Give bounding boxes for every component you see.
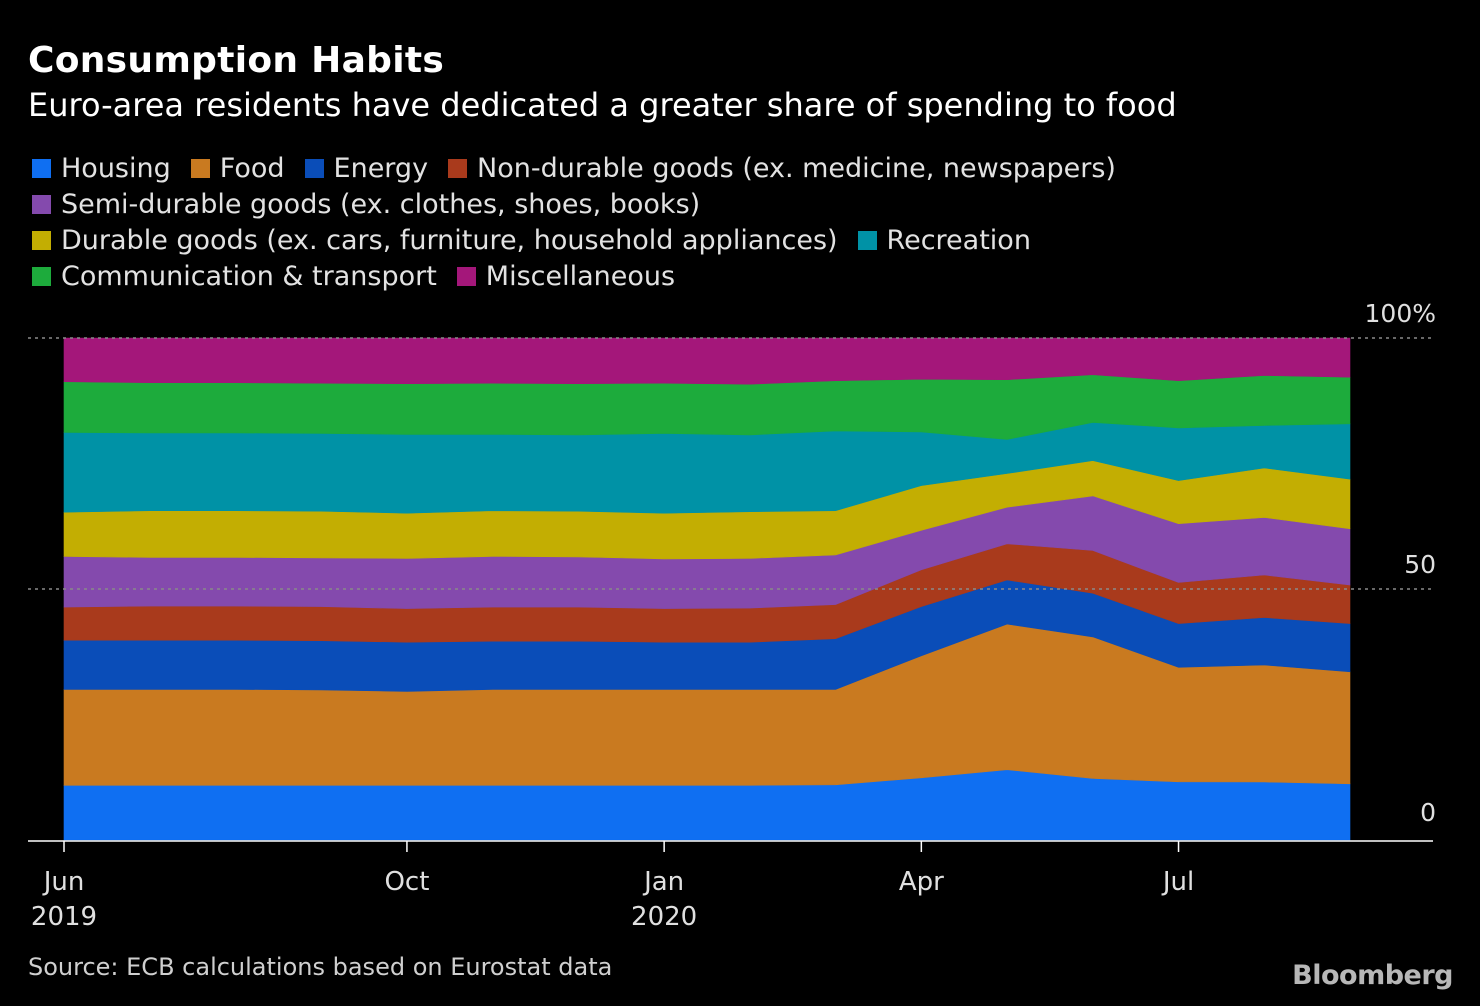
y-tick-label: 100% — [1365, 299, 1436, 328]
x-tick-label: Jun — [42, 867, 85, 897]
legend-swatch — [448, 159, 468, 178]
legend-swatch — [304, 159, 324, 178]
legend-item: Housing — [32, 151, 171, 187]
legend: Housing Food Energy Non-durable goods (ex. … — [32, 151, 1172, 295]
x-tick-label: Jan — [642, 867, 684, 897]
legend-swatch — [32, 231, 51, 250]
chart-title: Consumption Habits — [28, 40, 445, 81]
legend-item: Communication & transport — [32, 259, 437, 295]
legend-label: Durable goods (ex. cars, furniture, hous… — [61, 225, 838, 256]
legend-item: Non-durable goods (ex. medicine, newspap… — [448, 151, 1116, 187]
legend-label: Recreation — [886, 225, 1031, 256]
y-tick-label: 0 — [1420, 798, 1436, 827]
area-series-miscellaneous — [63, 337, 1351, 385]
legend-label: Energy — [333, 153, 429, 184]
legend-row: Communication & transport Miscellaneous — [32, 259, 1172, 295]
legend-row: Housing Food Energy Non-durable goods (ex. … — [32, 151, 1172, 187]
legend-label: Semi-durable goods (ex. clothes, shoes, … — [61, 189, 701, 220]
x-tick-label: Apr — [899, 867, 944, 897]
bloomberg-logo: Bloomberg — [1292, 960, 1453, 991]
legend-item: Energy — [304, 151, 429, 187]
legend-swatch — [857, 231, 877, 250]
x-tick-label: Oct — [384, 867, 429, 897]
legend-swatch — [456, 267, 476, 286]
legend-swatch — [32, 267, 51, 286]
legend-row: Durable goods (ex. cars, furniture, hous… — [32, 223, 1172, 259]
legend-swatch — [32, 195, 51, 214]
x-tick-year-label: 2020 — [631, 902, 697, 932]
x-tick-label: Jul — [1161, 867, 1194, 897]
y-tick-label: 50 — [1404, 550, 1436, 579]
legend-label: Housing — [61, 153, 171, 184]
legend-swatch — [32, 159, 51, 178]
legend-item: Recreation — [857, 223, 1031, 259]
legend-row: Semi-durable goods (ex. clothes, shoes, … — [32, 187, 1172, 223]
legend-label: Food — [219, 153, 285, 184]
legend-label: Non-durable goods (ex. medicine, newspap… — [477, 153, 1116, 184]
legend-item: Food — [190, 151, 285, 187]
legend-item: Semi-durable goods (ex. clothes, shoes, … — [32, 187, 700, 223]
x-tick-year-label: 2019 — [31, 902, 97, 932]
legend-label: Miscellaneous — [485, 261, 676, 292]
legend-label: Communication & transport — [61, 261, 437, 292]
legend-item: Durable goods (ex. cars, furniture, hous… — [32, 223, 838, 259]
legend-item: Miscellaneous — [456, 259, 676, 295]
chart-subtitle: Euro-area residents have dedicated a gre… — [28, 86, 1177, 124]
source-note: Source: ECB calculations based on Eurost… — [28, 953, 613, 981]
legend-swatch — [190, 159, 210, 178]
